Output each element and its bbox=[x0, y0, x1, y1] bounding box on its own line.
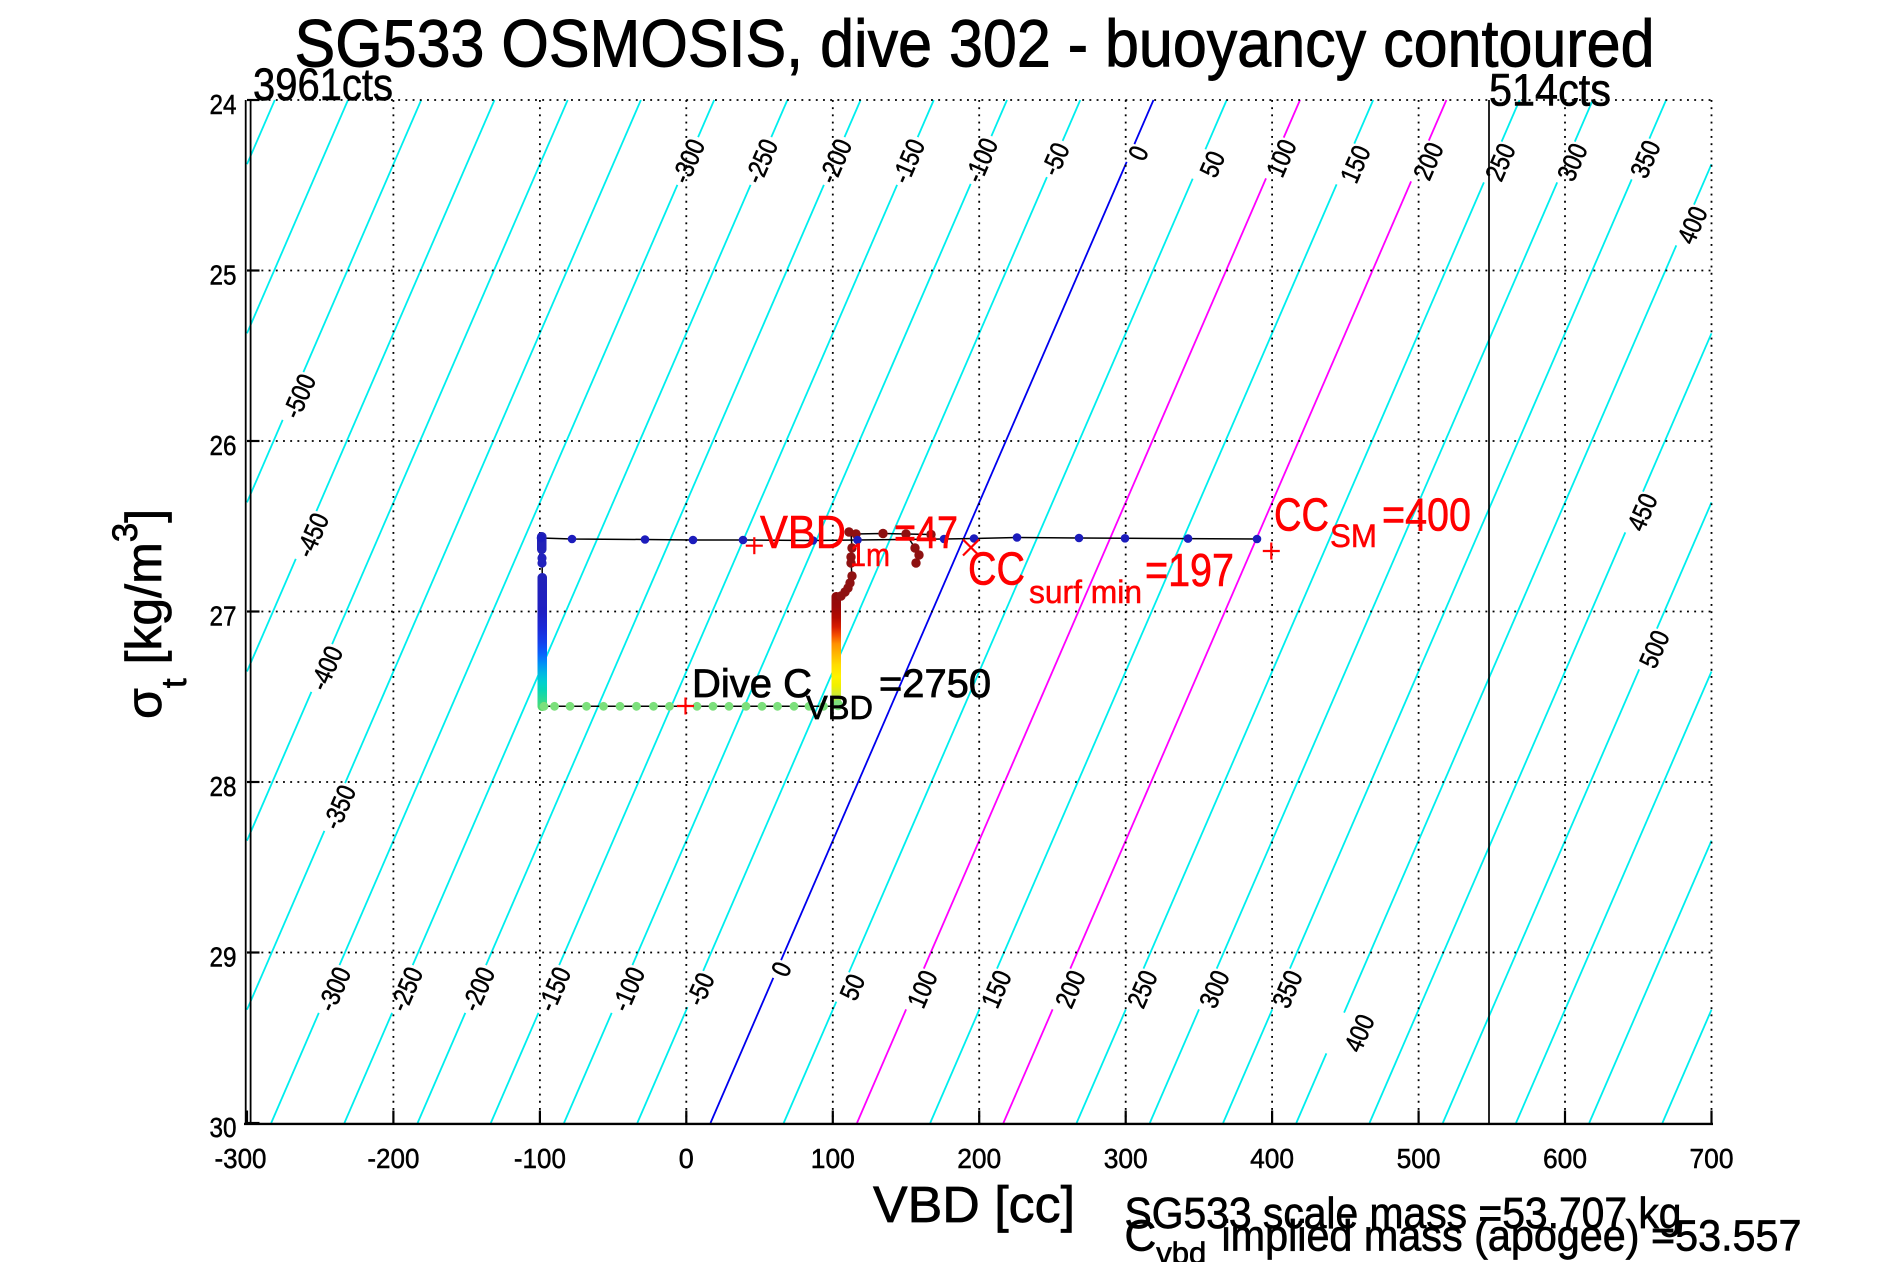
svg-text:27: 27 bbox=[210, 601, 237, 632]
svg-text:CC: CC bbox=[968, 543, 1025, 595]
svg-text:29: 29 bbox=[210, 942, 237, 973]
svg-text:SM: SM bbox=[1330, 518, 1377, 554]
svg-text:=400: =400 bbox=[1382, 489, 1471, 541]
svg-text:700: 700 bbox=[1690, 1143, 1734, 1174]
svg-text:SG533 OSMOSIS, dive 302 - buoy: SG533 OSMOSIS, dive 302 - buoyancy conto… bbox=[295, 7, 1655, 82]
svg-text:VBD: VBD bbox=[806, 689, 873, 726]
svg-text:514cts: 514cts bbox=[1489, 65, 1611, 116]
svg-text:SG533 scale mass =53.707 kg: SG533 scale mass =53.707 kg bbox=[1125, 1189, 1682, 1238]
svg-text:VBD [cc]: VBD [cc] bbox=[873, 1176, 1075, 1233]
svg-text:1m: 1m bbox=[850, 537, 890, 573]
svg-text:-100: -100 bbox=[514, 1143, 566, 1174]
svg-text:30: 30 bbox=[210, 1112, 237, 1143]
svg-text:400: 400 bbox=[1250, 1143, 1294, 1174]
svg-text:25: 25 bbox=[210, 260, 237, 291]
svg-text:-300: -300 bbox=[215, 1143, 267, 1174]
svg-text:28: 28 bbox=[210, 771, 237, 802]
svg-text:=197: =197 bbox=[1145, 544, 1234, 596]
svg-text:Dive C: Dive C bbox=[692, 662, 812, 706]
svg-text:=2750: =2750 bbox=[879, 662, 991, 706]
svg-text:600: 600 bbox=[1543, 1143, 1587, 1174]
svg-text:surf min: surf min bbox=[1029, 574, 1142, 610]
svg-text:0: 0 bbox=[679, 1143, 694, 1174]
svg-text:300: 300 bbox=[1104, 1143, 1148, 1174]
svg-text:24: 24 bbox=[210, 89, 237, 120]
svg-text:200: 200 bbox=[957, 1143, 1001, 1174]
svg-text:implied mass (apogee) =53.557: implied mass (apogee) =53.557 bbox=[1222, 1212, 1802, 1261]
svg-text:CC: CC bbox=[1274, 489, 1329, 541]
svg-text:-200: -200 bbox=[367, 1143, 419, 1174]
svg-text:3961cts: 3961cts bbox=[253, 59, 393, 110]
svg-text:26: 26 bbox=[210, 430, 237, 461]
svg-text:=47: =47 bbox=[894, 507, 958, 558]
svg-text:100: 100 bbox=[811, 1143, 855, 1174]
svg-text:500: 500 bbox=[1397, 1143, 1441, 1174]
svg-text:VBD: VBD bbox=[760, 506, 846, 558]
